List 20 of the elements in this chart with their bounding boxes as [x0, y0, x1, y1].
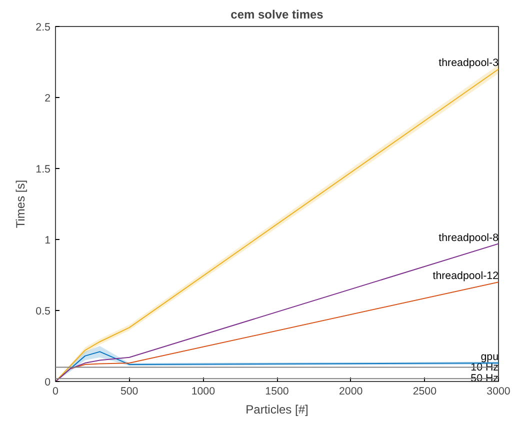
y-tick-label: 1 [44, 234, 51, 246]
y-tick-label: 0.5 [36, 306, 51, 318]
series-label: gpu [480, 351, 499, 364]
x-tick-label: 1000 [191, 386, 216, 398]
x-tick-label: 1500 [265, 386, 289, 398]
x-tick-label: 2000 [338, 386, 363, 398]
x-tick-label: 0 [52, 386, 59, 398]
series-label: threadpool-12 [432, 270, 499, 282]
x-axis-title: Particles [#] [246, 402, 308, 416]
x-tick-label: 2500 [412, 386, 437, 398]
y-axis-title: Times [s] [14, 180, 28, 228]
x-tick-label: 500 [120, 386, 138, 398]
x-tick-label: 3000 [486, 386, 510, 398]
series-label: threadpool-8 [438, 232, 499, 244]
chart-title: cem solve times [230, 8, 324, 22]
y-tick-label: 1.5 [36, 164, 51, 176]
y-tick-label: 0 [44, 376, 51, 388]
y-tick-label: 2 [44, 92, 51, 104]
series-label: threadpool-3 [438, 57, 499, 70]
y-tick-label: 2.5 [36, 22, 51, 34]
